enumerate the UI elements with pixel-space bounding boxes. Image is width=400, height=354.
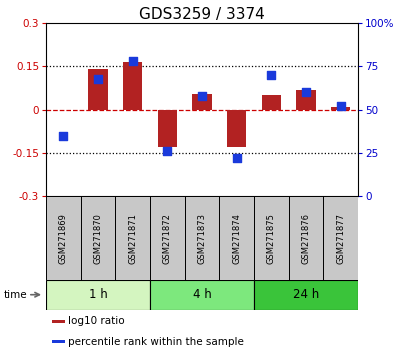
Point: [95, 76, 101, 81]
Text: GSM271871: GSM271871: [128, 213, 137, 263]
Bar: [185, 196, 219, 280]
Bar: [46, 196, 81, 280]
Point: [268, 72, 274, 78]
Text: GSM271873: GSM271873: [198, 212, 206, 264]
Bar: [88, 69, 108, 110]
Bar: [219, 196, 254, 280]
Text: GSM271876: GSM271876: [302, 212, 310, 264]
Point: [130, 58, 136, 64]
Title: GDS3259 / 3374: GDS3259 / 3374: [139, 7, 265, 22]
Bar: [81, 196, 115, 280]
Bar: [52, 340, 65, 343]
Point: [199, 93, 205, 99]
Bar: [115, 196, 150, 280]
Text: GSM271869: GSM271869: [59, 213, 68, 263]
Point: [60, 133, 66, 138]
Bar: [289, 196, 323, 280]
Bar: [296, 90, 316, 110]
Point: [338, 103, 344, 109]
Bar: [52, 320, 65, 323]
Bar: [158, 110, 177, 147]
Point: [164, 149, 170, 154]
Text: 24 h: 24 h: [293, 288, 319, 301]
Bar: [254, 196, 289, 280]
Bar: [150, 280, 254, 310]
Bar: [192, 94, 212, 110]
Bar: [123, 62, 142, 110]
Bar: [262, 95, 281, 110]
Text: log10 ratio: log10 ratio: [68, 316, 125, 326]
Bar: [227, 110, 246, 147]
Text: time: time: [4, 290, 28, 300]
Bar: [150, 196, 185, 280]
Text: 4 h: 4 h: [193, 288, 211, 301]
Text: GSM271874: GSM271874: [232, 213, 241, 263]
Point: [303, 90, 309, 95]
Text: GSM271872: GSM271872: [163, 213, 172, 263]
Text: GSM271870: GSM271870: [94, 213, 102, 263]
Bar: [46, 280, 150, 310]
Bar: [254, 280, 358, 310]
Text: 1 h: 1 h: [89, 288, 107, 301]
Bar: [331, 107, 350, 110]
Text: percentile rank within the sample: percentile rank within the sample: [68, 337, 244, 347]
Bar: [323, 196, 358, 280]
Text: GSM271877: GSM271877: [336, 212, 345, 264]
Point: [234, 155, 240, 161]
Text: GSM271875: GSM271875: [267, 213, 276, 263]
